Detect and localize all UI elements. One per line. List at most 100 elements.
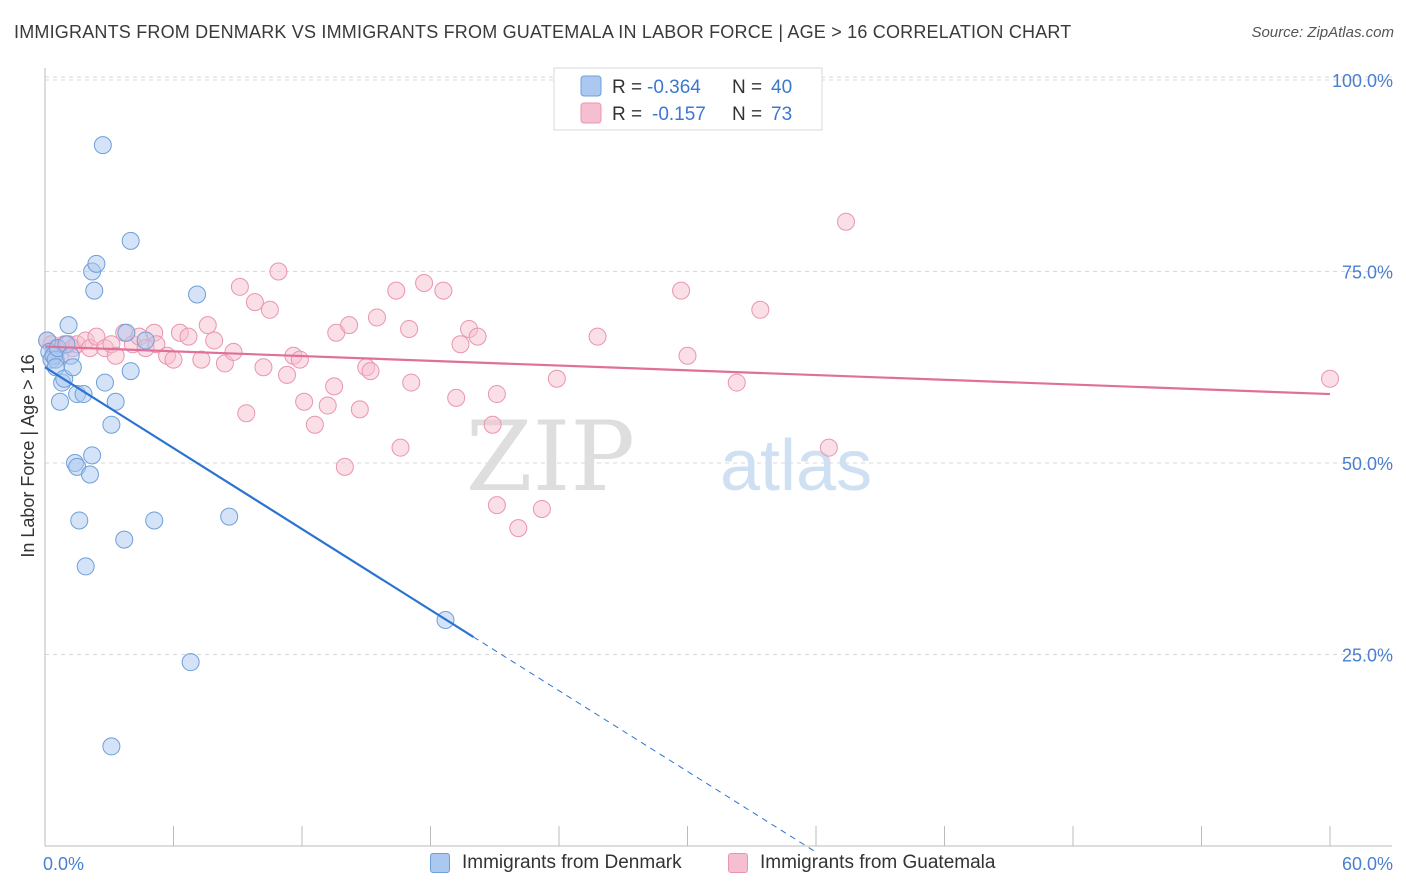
denmark-point bbox=[50, 392, 69, 411]
y-axis-title: In Labor Force | Age > 16 bbox=[18, 354, 38, 557]
denmark-point bbox=[83, 446, 102, 465]
guatemala-point bbox=[269, 262, 288, 281]
gridlines bbox=[45, 76, 1392, 655]
stats-r-label-guatemala: R = bbox=[612, 104, 642, 125]
denmark-point bbox=[102, 737, 121, 756]
guatemala-point bbox=[278, 365, 297, 384]
guatemala-point bbox=[751, 300, 770, 319]
guatemala-point bbox=[434, 281, 453, 300]
guatemala-point bbox=[106, 346, 125, 365]
guatemala-point bbox=[205, 331, 224, 350]
x-tick-label: 60.0% bbox=[1342, 854, 1393, 874]
denmark-point bbox=[115, 530, 134, 549]
denmark-point bbox=[145, 511, 164, 530]
y-tick-label: 100.0% bbox=[1332, 71, 1393, 91]
stats-r-label-denmark: R = bbox=[612, 77, 642, 98]
guatemala-point bbox=[325, 377, 344, 396]
guatemala-point bbox=[295, 392, 314, 411]
guatemala-point bbox=[198, 316, 217, 335]
guatemala-point bbox=[400, 319, 419, 338]
chart-title: IMMIGRANTS FROM DENMARK VS IMMIGRANTS FR… bbox=[14, 22, 1072, 42]
guatemala-point bbox=[290, 350, 309, 369]
legend-label-denmark: Immigrants from Denmark bbox=[462, 852, 682, 873]
stats-n-value-guatemala: 73 bbox=[771, 104, 792, 125]
legend-item-denmark: Immigrants from Denmark bbox=[430, 852, 682, 874]
guatemala-point bbox=[192, 350, 211, 369]
denmark-point bbox=[106, 392, 125, 411]
guatemala-point bbox=[509, 519, 528, 538]
legend-label-guatemala: Immigrants from Guatemala bbox=[760, 852, 996, 873]
x-tick-labels: 0.0% 60.0% bbox=[43, 854, 1393, 874]
denmark-point bbox=[117, 323, 136, 342]
guatemala-point bbox=[415, 273, 434, 292]
denmark-point bbox=[181, 653, 200, 672]
denmark-points bbox=[38, 136, 455, 756]
guatemala-point bbox=[361, 362, 380, 381]
watermark-atlas: atlas bbox=[720, 426, 872, 506]
guatemala-point bbox=[237, 404, 256, 423]
legend-swatch-denmark bbox=[430, 853, 450, 873]
denmark-point bbox=[59, 316, 78, 335]
guatemala-point bbox=[672, 281, 691, 300]
stats-swatch-guatemala bbox=[580, 102, 602, 124]
guatemala-point bbox=[483, 415, 502, 434]
trend-lines bbox=[44, 345, 1331, 853]
guatemala-point bbox=[487, 385, 506, 404]
guatemala-point bbox=[367, 308, 386, 327]
guatemala-point bbox=[391, 438, 410, 457]
guatemala-point bbox=[547, 369, 566, 388]
stats-swatch-denmark bbox=[580, 75, 602, 97]
denmark-point bbox=[93, 136, 112, 155]
denmark-point bbox=[80, 465, 99, 484]
y-tick-labels: 100.0% 75.0% 50.0% 25.0% bbox=[1332, 71, 1393, 666]
source-credit: Source: ZipAtlas.com bbox=[1251, 24, 1394, 41]
y-tick-label: 50.0% bbox=[1342, 454, 1393, 474]
denmark-point bbox=[102, 415, 121, 434]
stats-r-value-denmark: -0.364 bbox=[647, 77, 701, 98]
bottom-legend: Immigrants from Denmark Immigrants from … bbox=[0, 852, 1406, 878]
guatemala-point bbox=[164, 350, 183, 369]
denmark-point bbox=[121, 362, 140, 381]
stats-n-label-denmark: N = bbox=[732, 77, 762, 98]
guatemala-point bbox=[179, 327, 198, 346]
denmark-point bbox=[136, 331, 155, 350]
x-tick-label: 0.0% bbox=[43, 854, 84, 874]
stats-n-value-denmark: 40 bbox=[771, 77, 792, 98]
legend-swatch-guatemala bbox=[728, 853, 748, 873]
denmark-point bbox=[95, 373, 114, 392]
guatemala-point bbox=[532, 499, 551, 518]
guatemala-point bbox=[451, 335, 470, 354]
stats-r-value-guatemala: -0.157 bbox=[652, 104, 706, 125]
guatemala-points bbox=[38, 212, 1339, 538]
denmark-point bbox=[63, 358, 82, 377]
denmark-point bbox=[70, 511, 89, 530]
guatemala-point bbox=[727, 373, 746, 392]
guatemala-point bbox=[387, 281, 406, 300]
guatemala-point bbox=[254, 358, 273, 377]
guatemala-point bbox=[318, 396, 337, 415]
denmark-trend-extension bbox=[473, 636, 817, 853]
guatemala-point bbox=[588, 327, 607, 346]
denmark-trend-line bbox=[44, 366, 474, 638]
guatemala-point bbox=[224, 342, 243, 361]
denmark-point bbox=[220, 507, 239, 526]
guatemala-point bbox=[335, 457, 354, 476]
axes bbox=[44, 68, 1392, 847]
guatemala-point bbox=[468, 327, 487, 346]
guatemala-point bbox=[230, 277, 249, 296]
guatemala-point bbox=[836, 212, 855, 231]
guatemala-point bbox=[245, 293, 264, 312]
denmark-point bbox=[76, 557, 95, 576]
guatemala-point bbox=[340, 316, 359, 335]
y-tick-label: 75.0% bbox=[1342, 263, 1393, 283]
guatemala-point bbox=[305, 415, 324, 434]
guatemala-point bbox=[402, 373, 421, 392]
watermark: ZIP atlas bbox=[466, 401, 872, 513]
denmark-point bbox=[85, 281, 104, 300]
guatemala-point bbox=[1321, 369, 1339, 388]
stats-legend: R = -0.364 N = 40 R = -0.157 N = 73 bbox=[553, 67, 823, 131]
guatemala-point bbox=[260, 300, 279, 319]
guatemala-trend-line bbox=[44, 345, 1331, 396]
stats-n-label-guatemala: N = bbox=[732, 104, 762, 125]
